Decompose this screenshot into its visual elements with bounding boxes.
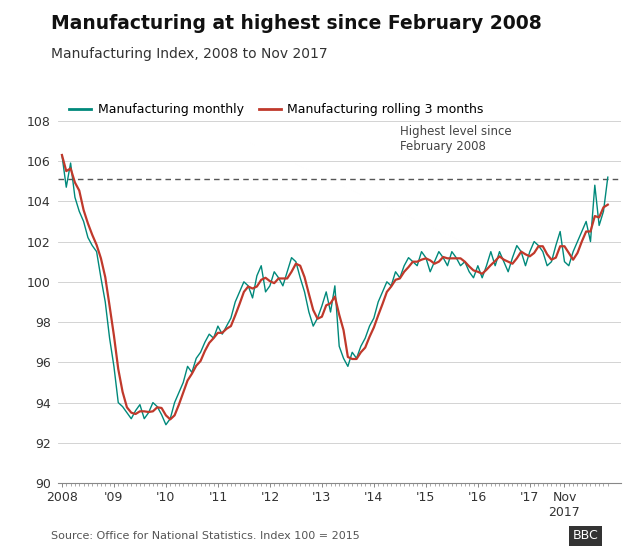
- Text: Manufacturing Index, 2008 to Nov 2017: Manufacturing Index, 2008 to Nov 2017: [51, 47, 328, 61]
- Text: BBC: BBC: [573, 529, 598, 542]
- Text: Source: Office for National Statistics. Index 100 = 2015: Source: Office for National Statistics. …: [51, 531, 360, 541]
- Text: Manufacturing at highest since February 2008: Manufacturing at highest since February …: [51, 14, 542, 33]
- Legend: Manufacturing monthly, Manufacturing rolling 3 months: Manufacturing monthly, Manufacturing rol…: [64, 98, 489, 121]
- Text: Highest level since
February 2008: Highest level since February 2008: [400, 125, 511, 153]
